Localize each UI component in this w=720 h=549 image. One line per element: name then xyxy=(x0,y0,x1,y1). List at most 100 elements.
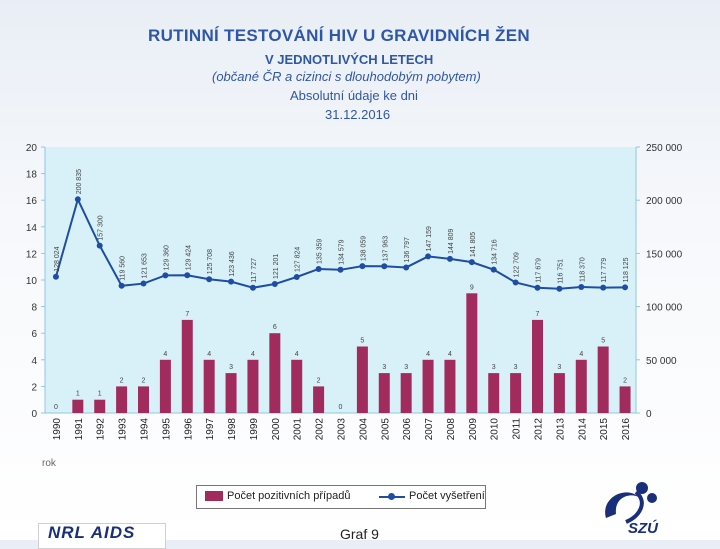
x-tick-label: 2006 xyxy=(402,418,413,441)
bar xyxy=(400,373,412,413)
chart-legend: Počet pozitivních případů Počet vyšetřen… xyxy=(196,485,486,509)
line-data-label: 127 824 xyxy=(295,247,302,272)
x-tick-label: 1995 xyxy=(161,418,172,441)
bar-data-label: 7 xyxy=(536,311,540,318)
chart-subtitle-data-note: Absolutní údaje ke dni xyxy=(290,88,418,103)
bar-data-label: 1 xyxy=(98,391,102,398)
x-tick-label: 2004 xyxy=(358,418,369,441)
line-data-label: 200 835 xyxy=(76,169,83,194)
line-point xyxy=(184,272,191,279)
line-data-label: 121 653 xyxy=(142,253,149,278)
x-tick-label: 2005 xyxy=(380,418,391,441)
line-data-label: 134 579 xyxy=(339,239,346,264)
line-data-label: 136 797 xyxy=(404,237,411,262)
x-tick-label: 1990 xyxy=(52,418,63,441)
chart-title: RUTINNÍ TESTOVÁNÍ HIV U GRAVIDNÍCH ŽEN xyxy=(148,26,530,45)
bar xyxy=(94,399,106,413)
y-tick-label: 8 xyxy=(31,303,37,314)
bar xyxy=(575,359,587,413)
bar xyxy=(444,359,456,413)
bar-data-label: 7 xyxy=(185,311,189,318)
line-point xyxy=(337,266,344,273)
line-point xyxy=(534,284,541,291)
x-axis-label: rok xyxy=(42,458,57,469)
chart-subtitle-scope: (občané ČR a cizinci s dlouhodobým pobyt… xyxy=(212,69,481,84)
line-data-label: 119 560 xyxy=(120,256,127,281)
line-point xyxy=(118,282,125,289)
bar-data-label: 4 xyxy=(295,351,299,358)
bar-data-label: 3 xyxy=(492,364,496,371)
y2-tick-label: 50 000 xyxy=(646,356,677,367)
line-point xyxy=(359,263,366,270)
bar-data-label: 4 xyxy=(426,351,430,358)
x-tick-label: 2014 xyxy=(577,418,588,441)
line-data-label: 125 708 xyxy=(207,249,214,274)
y-tick-label: 0 xyxy=(31,409,37,420)
bar xyxy=(116,386,128,413)
bar-data-label: 3 xyxy=(382,364,386,371)
bar-data-label: 2 xyxy=(623,377,627,384)
szu-logo-icon xyxy=(605,482,657,524)
line-point xyxy=(490,266,497,273)
legend-marker-icon xyxy=(388,493,395,500)
y-tick-label: 2 xyxy=(31,382,37,393)
line-data-label: 117 679 xyxy=(536,258,543,283)
y2-tick-label: 200 000 xyxy=(646,196,683,207)
bar-data-label: 1 xyxy=(76,391,80,398)
bar xyxy=(225,373,237,413)
y-tick-label: 14 xyxy=(26,223,38,234)
bar-data-label: 2 xyxy=(317,377,321,384)
graph-number: Graf 9 xyxy=(340,526,379,542)
x-tick-label: 1998 xyxy=(227,418,238,441)
line-point xyxy=(293,273,300,280)
line-point xyxy=(578,284,585,291)
x-tick-label: 2008 xyxy=(446,418,457,441)
line-point xyxy=(468,259,475,266)
x-tick-label: 2012 xyxy=(534,418,545,441)
szu-logo-text: SZÚ xyxy=(628,520,658,537)
bar xyxy=(291,359,303,413)
x-tick-label: 1993 xyxy=(118,418,129,441)
legend-label-positive-cases: Počet pozitivních případů xyxy=(227,490,351,502)
line-data-label: 128 024 xyxy=(54,246,61,271)
bar xyxy=(466,293,478,413)
bar xyxy=(269,333,281,413)
y-tick-label: 12 xyxy=(26,249,38,260)
bar-data-label: 6 xyxy=(273,324,277,331)
y-tick-label: 6 xyxy=(31,329,37,340)
y2-tick-label: 250 000 xyxy=(646,143,683,154)
x-tick-label: 1994 xyxy=(140,418,151,441)
bar-data-label: 4 xyxy=(163,351,167,358)
bar xyxy=(313,386,325,413)
x-tick-label: 2000 xyxy=(271,418,282,441)
y-tick-label: 4 xyxy=(31,356,37,367)
line-data-label: 157 300 xyxy=(98,215,105,240)
line-point xyxy=(74,196,81,203)
line-point xyxy=(556,285,563,292)
bar-data-label: 4 xyxy=(251,351,255,358)
x-tick-label: 1991 xyxy=(74,418,85,441)
line-point xyxy=(512,279,519,286)
y-tick-label: 16 xyxy=(26,196,38,207)
line-data-label: 141 805 xyxy=(470,232,477,257)
line-point xyxy=(425,253,432,260)
plot-area xyxy=(45,147,636,413)
y-tick-label: 10 xyxy=(26,276,38,287)
line-data-label: 147 159 xyxy=(426,226,433,251)
line-point xyxy=(446,255,453,262)
bar xyxy=(553,373,565,413)
line-point xyxy=(249,284,256,291)
line-data-label: 117 727 xyxy=(251,258,258,283)
x-tick-label: 2010 xyxy=(490,418,501,441)
bar-data-label: 4 xyxy=(448,351,452,358)
line-data-label: 135 359 xyxy=(317,239,324,264)
line-point xyxy=(403,264,410,271)
x-tick-label: 1999 xyxy=(249,418,260,441)
bar-data-label: 3 xyxy=(557,364,561,371)
line-data-label: 129 424 xyxy=(185,245,192,270)
line-point xyxy=(271,281,278,288)
line-data-label: 138 059 xyxy=(360,236,367,261)
bar xyxy=(247,359,259,413)
line-data-label: 118 370 xyxy=(579,257,586,282)
x-tick-label: 2001 xyxy=(293,418,304,441)
